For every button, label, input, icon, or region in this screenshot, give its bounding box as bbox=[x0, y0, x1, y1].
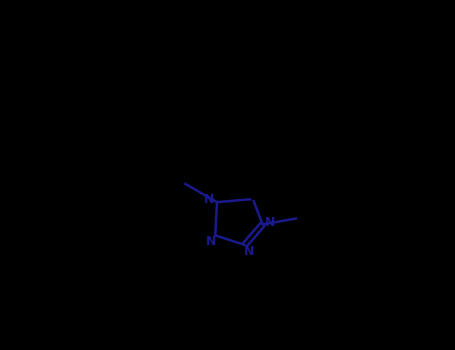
Text: N: N bbox=[244, 245, 254, 258]
Text: N: N bbox=[265, 216, 276, 229]
Text: N: N bbox=[206, 235, 216, 248]
Text: N: N bbox=[204, 193, 214, 206]
